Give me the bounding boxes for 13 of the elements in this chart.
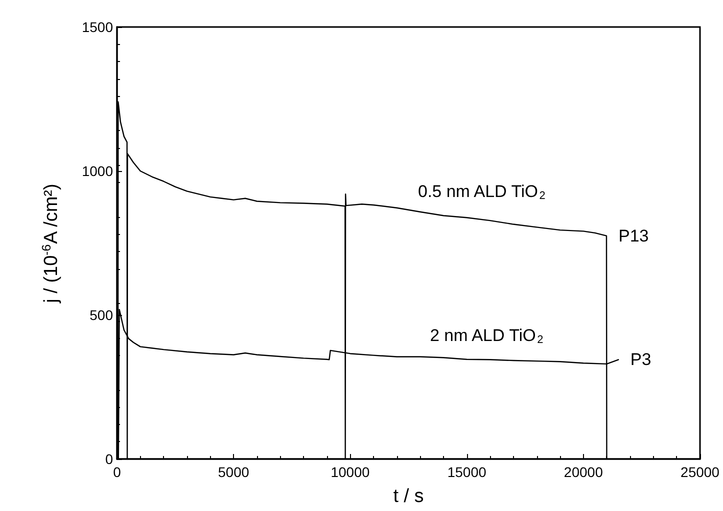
- y-tick-label: 0: [105, 451, 114, 467]
- x-tick-label: 10000: [330, 464, 370, 480]
- x-tick-label: 5000: [218, 464, 250, 480]
- series-label: P13: [618, 226, 649, 246]
- x-tick-label: 15000: [447, 464, 486, 480]
- x-tick-label: 25000: [680, 464, 720, 480]
- x-axis-title: t / s: [393, 486, 424, 507]
- y-axis-title: j / (10-6A /cm²): [40, 184, 62, 304]
- x-tick-label: 20000: [564, 464, 604, 480]
- y-tick-label: 1000: [82, 163, 114, 179]
- y-tick-label: 500: [90, 307, 114, 323]
- y-tick-label: 1500: [82, 19, 114, 35]
- series-label: P3: [630, 350, 652, 370]
